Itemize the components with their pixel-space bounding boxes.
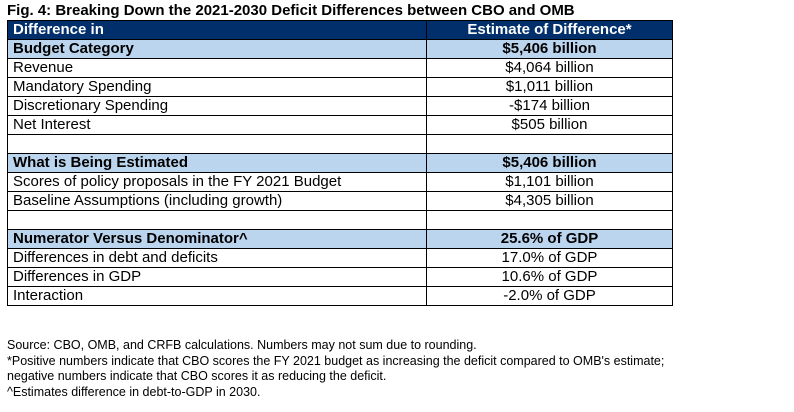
row-label: Discretionary Spending xyxy=(7,96,427,116)
table-header-row: Difference in Estimate of Difference* xyxy=(7,20,673,40)
spacer-cell xyxy=(426,134,673,154)
footnote-asterisk: *Positive numbers indicate that CBO scor… xyxy=(7,353,665,368)
table-row: Interaction -2.0% of GDP xyxy=(7,286,673,306)
column-header-difference-in: Difference in xyxy=(7,20,427,40)
row-value: $4,305 billion xyxy=(426,191,673,211)
row-value: $1,101 billion xyxy=(426,172,673,192)
row-value: $505 billion xyxy=(426,115,673,135)
row-value: $1,011 billion xyxy=(426,77,673,97)
row-label: Net Interest xyxy=(7,115,427,135)
section-row-budget-category: Budget Category $5,406 billion xyxy=(7,39,673,59)
section-total: 25.6% of GDP xyxy=(426,229,673,249)
row-value: -$174 billion xyxy=(426,96,673,116)
row-value: $4,064 billion xyxy=(426,58,673,78)
spacer-cell xyxy=(7,134,427,154)
row-label: Differences in debt and deficits xyxy=(7,248,427,268)
table-row: Revenue $4,064 billion xyxy=(7,58,673,78)
section-row-what-is-being-estimated: What is Being Estimated $5,406 billion xyxy=(7,153,673,173)
spacer-row xyxy=(7,134,673,154)
spacer-cell xyxy=(426,210,673,230)
source-note: Source: CBO, OMB, and CRFB calculations.… xyxy=(7,338,477,352)
row-label: Interaction xyxy=(7,286,427,306)
row-label: Revenue xyxy=(7,58,427,78)
section-total: $5,406 billion xyxy=(426,153,673,173)
row-label: Scores of policy proposals in the FY 202… xyxy=(7,172,427,192)
footnote-caret: ^Estimates difference in debt-to-GDP in … xyxy=(7,384,261,399)
spacer-row xyxy=(7,210,673,230)
section-heading: What is Being Estimated xyxy=(7,153,427,173)
table-row: Differences in debt and deficits 17.0% o… xyxy=(7,248,673,268)
row-label: Differences in GDP xyxy=(7,267,427,287)
figure-title: Fig. 4: Breaking Down the 2021-2030 Defi… xyxy=(7,2,575,19)
column-header-estimate: Estimate of Difference* xyxy=(426,20,673,40)
row-value: 17.0% of GDP xyxy=(426,248,673,268)
table-row: Differences in GDP 10.6% of GDP xyxy=(7,267,673,287)
footnotes: Source: CBO, OMB, and CRFB calculations.… xyxy=(7,338,787,400)
table-row: Discretionary Spending -$174 billion xyxy=(7,96,673,116)
spacer-cell xyxy=(7,210,427,230)
table-row: Mandatory Spending $1,011 billion xyxy=(7,77,673,97)
row-value: 10.6% of GDP xyxy=(426,267,673,287)
row-label: Baseline Assumptions (including growth) xyxy=(7,191,427,211)
deficit-differences-table: Difference in Estimate of Difference* Bu… xyxy=(7,20,673,306)
section-row-numerator-versus-denominator: Numerator Versus Denominator^ 25.6% of G… xyxy=(7,229,673,249)
footnote-asterisk-continued: negative numbers indicate that CBO score… xyxy=(7,369,387,383)
row-label: Mandatory Spending xyxy=(7,77,427,97)
table-row: Scores of policy proposals in the FY 202… xyxy=(7,172,673,192)
table-row: Net Interest $505 billion xyxy=(7,115,673,135)
section-heading: Budget Category xyxy=(7,39,427,59)
row-value: -2.0% of GDP xyxy=(426,286,673,306)
section-total: $5,406 billion xyxy=(426,39,673,59)
section-heading: Numerator Versus Denominator^ xyxy=(7,229,427,249)
table-row: Baseline Assumptions (including growth) … xyxy=(7,191,673,211)
